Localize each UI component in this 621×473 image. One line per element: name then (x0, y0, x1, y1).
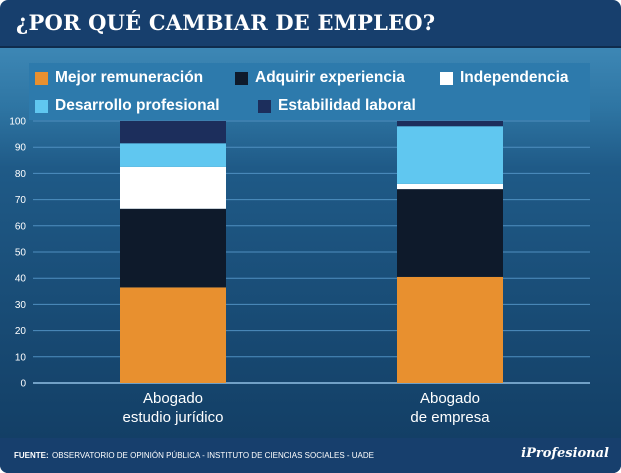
legend-item-desarrollo-profesional: Desarrollo profesional (35, 97, 220, 115)
legend-item-mejor-remuneracion: Mejor remuneración (35, 69, 203, 87)
legend-item-adquirir-experiencia: Adquirir experiencia (235, 69, 405, 87)
bar-segment (120, 208, 226, 288)
y-tick-label: 30 (15, 300, 27, 311)
legend-label: Desarrollo profesional (55, 97, 220, 114)
legend-label: Adquirir experiencia (255, 69, 405, 86)
x-category-label: de empresa (410, 409, 490, 426)
x-category-label: estudio jurídico (123, 409, 224, 426)
y-tick-label: 80 (15, 169, 27, 180)
bar-segment (120, 121, 226, 144)
chart-title: ¿POR QUÉ CAMBIAR DE EMPLEO? (16, 10, 436, 35)
x-category-label: Abogado (420, 390, 480, 407)
bar-segment (120, 166, 226, 209)
legend-item-estabilidad-laboral: Estabilidad laboral (258, 97, 416, 115)
y-tick-label: 70 (15, 195, 27, 206)
bar-segment (120, 287, 226, 383)
source-key: FUENTE: (14, 451, 49, 460)
bar-segment (120, 143, 226, 167)
y-tick-label: 10 (15, 352, 27, 363)
y-tick-label: 0 (20, 379, 26, 390)
y-tick-label: 60 (15, 221, 27, 232)
y-tick-label: 90 (15, 143, 27, 154)
bar-segment (397, 121, 503, 127)
legend-swatch (35, 71, 48, 85)
legend-swatch (35, 99, 48, 113)
y-tick-label: 40 (15, 274, 27, 285)
bar-segment (397, 126, 503, 184)
bar-segment (397, 189, 503, 277)
chart-legend: Mejor remuneración Adquirir experiencia … (29, 63, 590, 120)
legend-label: Estabilidad laboral (278, 97, 416, 114)
bar-segment (397, 183, 503, 190)
brand-logo: iProfesional (521, 446, 609, 461)
bar-segment (397, 276, 503, 383)
y-tick-label: 20 (15, 326, 27, 337)
legend-label: Independencia (460, 69, 569, 86)
source-text: OBSERVATORIO DE OPINIÓN PÚBLICA - INSTIT… (52, 451, 374, 460)
y-tick-label: 50 (15, 248, 27, 259)
legend-swatch (440, 71, 453, 85)
title-divider (0, 46, 621, 48)
x-category-label: Abogado (143, 390, 203, 407)
legend-item-independencia: Independencia (440, 69, 569, 87)
footer: FUENTE: OBSERVATORIO DE OPINIÓN PÚBLICA … (0, 438, 621, 473)
legend-swatch (235, 71, 248, 85)
legend-swatch (258, 99, 271, 113)
y-tick-label: 100 (9, 117, 26, 128)
legend-label: Mejor remuneración (55, 69, 204, 86)
